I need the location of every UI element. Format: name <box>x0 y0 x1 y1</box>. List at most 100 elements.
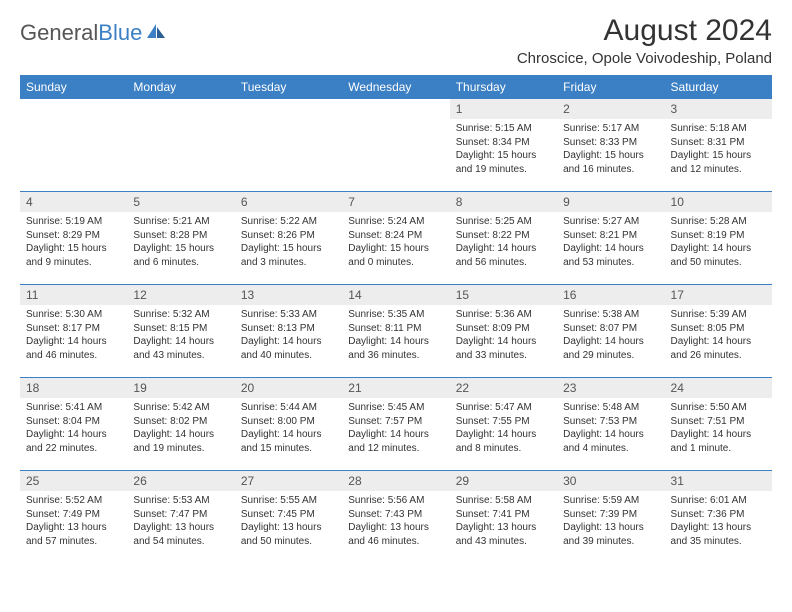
day-number: 30 <box>557 471 664 491</box>
day-number: 3 <box>665 99 772 119</box>
sunrise-text: Sunrise: 5:36 AM <box>456 308 551 322</box>
day-details: Sunrise: 5:33 AMSunset: 8:13 PMDaylight:… <box>235 305 342 366</box>
daylight-text: Daylight: 14 hours and 29 minutes. <box>563 335 658 362</box>
sunset-text: Sunset: 7:45 PM <box>241 508 336 522</box>
day-details: Sunrise: 5:45 AMSunset: 7:57 PMDaylight:… <box>342 398 449 459</box>
sunrise-text: Sunrise: 5:18 AM <box>671 122 766 136</box>
week-row: 25Sunrise: 5:52 AMSunset: 7:49 PMDayligh… <box>20 470 772 563</box>
day-cell <box>342 99 449 191</box>
day-number: 29 <box>450 471 557 491</box>
day-details: Sunrise: 5:24 AMSunset: 8:24 PMDaylight:… <box>342 212 449 273</box>
day-number: 10 <box>665 192 772 212</box>
week-row: 18Sunrise: 5:41 AMSunset: 8:04 PMDayligh… <box>20 377 772 470</box>
day-cell: 2Sunrise: 5:17 AMSunset: 8:33 PMDaylight… <box>557 99 664 191</box>
sunrise-text: Sunrise: 5:48 AM <box>563 401 658 415</box>
day-cell: 20Sunrise: 5:44 AMSunset: 8:00 PMDayligh… <box>235 378 342 470</box>
day-cell: 8Sunrise: 5:25 AMSunset: 8:22 PMDaylight… <box>450 192 557 284</box>
day-number: 7 <box>342 192 449 212</box>
day-cell: 10Sunrise: 5:28 AMSunset: 8:19 PMDayligh… <box>665 192 772 284</box>
daylight-text: Daylight: 14 hours and 1 minute. <box>671 428 766 455</box>
day-number: 8 <box>450 192 557 212</box>
daylight-text: Daylight: 14 hours and 36 minutes. <box>348 335 443 362</box>
sunset-text: Sunset: 7:51 PM <box>671 415 766 429</box>
day-header-monday: Monday <box>127 75 234 99</box>
day-cell: 21Sunrise: 5:45 AMSunset: 7:57 PMDayligh… <box>342 378 449 470</box>
daylight-text: Daylight: 15 hours and 16 minutes. <box>563 149 658 176</box>
sunset-text: Sunset: 8:34 PM <box>456 136 551 150</box>
daylight-text: Daylight: 13 hours and 54 minutes. <box>133 521 228 548</box>
day-number: 26 <box>127 471 234 491</box>
sunrise-text: Sunrise: 5:41 AM <box>26 401 121 415</box>
day-cell <box>235 99 342 191</box>
sunset-text: Sunset: 8:24 PM <box>348 229 443 243</box>
day-number: 2 <box>557 99 664 119</box>
day-number: 20 <box>235 378 342 398</box>
day-details: Sunrise: 5:27 AMSunset: 8:21 PMDaylight:… <box>557 212 664 273</box>
day-details: Sunrise: 5:59 AMSunset: 7:39 PMDaylight:… <box>557 491 664 552</box>
weeks-container: 1Sunrise: 5:15 AMSunset: 8:34 PMDaylight… <box>20 99 772 563</box>
sunrise-text: Sunrise: 5:24 AM <box>348 215 443 229</box>
day-cell: 6Sunrise: 5:22 AMSunset: 8:26 PMDaylight… <box>235 192 342 284</box>
day-headers-row: SundayMondayTuesdayWednesdayThursdayFrid… <box>20 75 772 99</box>
day-number: 22 <box>450 378 557 398</box>
day-cell: 19Sunrise: 5:42 AMSunset: 8:02 PMDayligh… <box>127 378 234 470</box>
day-cell: 7Sunrise: 5:24 AMSunset: 8:24 PMDaylight… <box>342 192 449 284</box>
sunset-text: Sunset: 8:13 PM <box>241 322 336 336</box>
sunset-text: Sunset: 8:00 PM <box>241 415 336 429</box>
day-number: 23 <box>557 378 664 398</box>
day-cell: 1Sunrise: 5:15 AMSunset: 8:34 PMDaylight… <box>450 99 557 191</box>
day-cell: 24Sunrise: 5:50 AMSunset: 7:51 PMDayligh… <box>665 378 772 470</box>
daylight-text: Daylight: 14 hours and 43 minutes. <box>133 335 228 362</box>
sunrise-text: Sunrise: 5:22 AM <box>241 215 336 229</box>
day-cell: 11Sunrise: 5:30 AMSunset: 8:17 PMDayligh… <box>20 285 127 377</box>
daylight-text: Daylight: 14 hours and 12 minutes. <box>348 428 443 455</box>
day-cell: 25Sunrise: 5:52 AMSunset: 7:49 PMDayligh… <box>20 471 127 563</box>
day-number: 17 <box>665 285 772 305</box>
day-number: 13 <box>235 285 342 305</box>
day-details: Sunrise: 5:47 AMSunset: 7:55 PMDaylight:… <box>450 398 557 459</box>
daylight-text: Daylight: 15 hours and 0 minutes. <box>348 242 443 269</box>
sunset-text: Sunset: 7:47 PM <box>133 508 228 522</box>
daylight-text: Daylight: 15 hours and 12 minutes. <box>671 149 766 176</box>
sunset-text: Sunset: 8:28 PM <box>133 229 228 243</box>
day-cell: 15Sunrise: 5:36 AMSunset: 8:09 PMDayligh… <box>450 285 557 377</box>
day-cell: 30Sunrise: 5:59 AMSunset: 7:39 PMDayligh… <box>557 471 664 563</box>
sunset-text: Sunset: 8:11 PM <box>348 322 443 336</box>
day-details: Sunrise: 6:01 AMSunset: 7:36 PMDaylight:… <box>665 491 772 552</box>
sunrise-text: Sunrise: 5:38 AM <box>563 308 658 322</box>
day-details: Sunrise: 5:48 AMSunset: 7:53 PMDaylight:… <box>557 398 664 459</box>
day-details: Sunrise: 5:52 AMSunset: 7:49 PMDaylight:… <box>20 491 127 552</box>
sunset-text: Sunset: 8:31 PM <box>671 136 766 150</box>
day-number: 4 <box>20 192 127 212</box>
sunrise-text: Sunrise: 5:42 AM <box>133 401 228 415</box>
day-number: 12 <box>127 285 234 305</box>
day-details: Sunrise: 5:38 AMSunset: 8:07 PMDaylight:… <box>557 305 664 366</box>
day-number <box>127 99 234 119</box>
logo: GeneralBlue <box>20 20 167 46</box>
day-details: Sunrise: 5:22 AMSunset: 8:26 PMDaylight:… <box>235 212 342 273</box>
day-cell <box>127 99 234 191</box>
daylight-text: Daylight: 14 hours and 33 minutes. <box>456 335 551 362</box>
sunrise-text: Sunrise: 5:50 AM <box>671 401 766 415</box>
day-cell: 5Sunrise: 5:21 AMSunset: 8:28 PMDaylight… <box>127 192 234 284</box>
day-cell: 27Sunrise: 5:55 AMSunset: 7:45 PMDayligh… <box>235 471 342 563</box>
day-cell: 28Sunrise: 5:56 AMSunset: 7:43 PMDayligh… <box>342 471 449 563</box>
day-header-sunday: Sunday <box>20 75 127 99</box>
sunset-text: Sunset: 8:02 PM <box>133 415 228 429</box>
sunrise-text: Sunrise: 5:45 AM <box>348 401 443 415</box>
daylight-text: Daylight: 14 hours and 19 minutes. <box>133 428 228 455</box>
sunset-text: Sunset: 8:17 PM <box>26 322 121 336</box>
sunrise-text: Sunrise: 5:33 AM <box>241 308 336 322</box>
day-number <box>20 99 127 119</box>
sunrise-text: Sunrise: 5:55 AM <box>241 494 336 508</box>
sunset-text: Sunset: 7:43 PM <box>348 508 443 522</box>
calendar: SundayMondayTuesdayWednesdayThursdayFrid… <box>20 75 772 563</box>
sunrise-text: Sunrise: 5:30 AM <box>26 308 121 322</box>
day-cell <box>20 99 127 191</box>
daylight-text: Daylight: 14 hours and 40 minutes. <box>241 335 336 362</box>
sunset-text: Sunset: 7:55 PM <box>456 415 551 429</box>
sunset-text: Sunset: 7:57 PM <box>348 415 443 429</box>
day-cell: 22Sunrise: 5:47 AMSunset: 7:55 PMDayligh… <box>450 378 557 470</box>
month-title: August 2024 <box>517 14 772 48</box>
sunrise-text: Sunrise: 6:01 AM <box>671 494 766 508</box>
